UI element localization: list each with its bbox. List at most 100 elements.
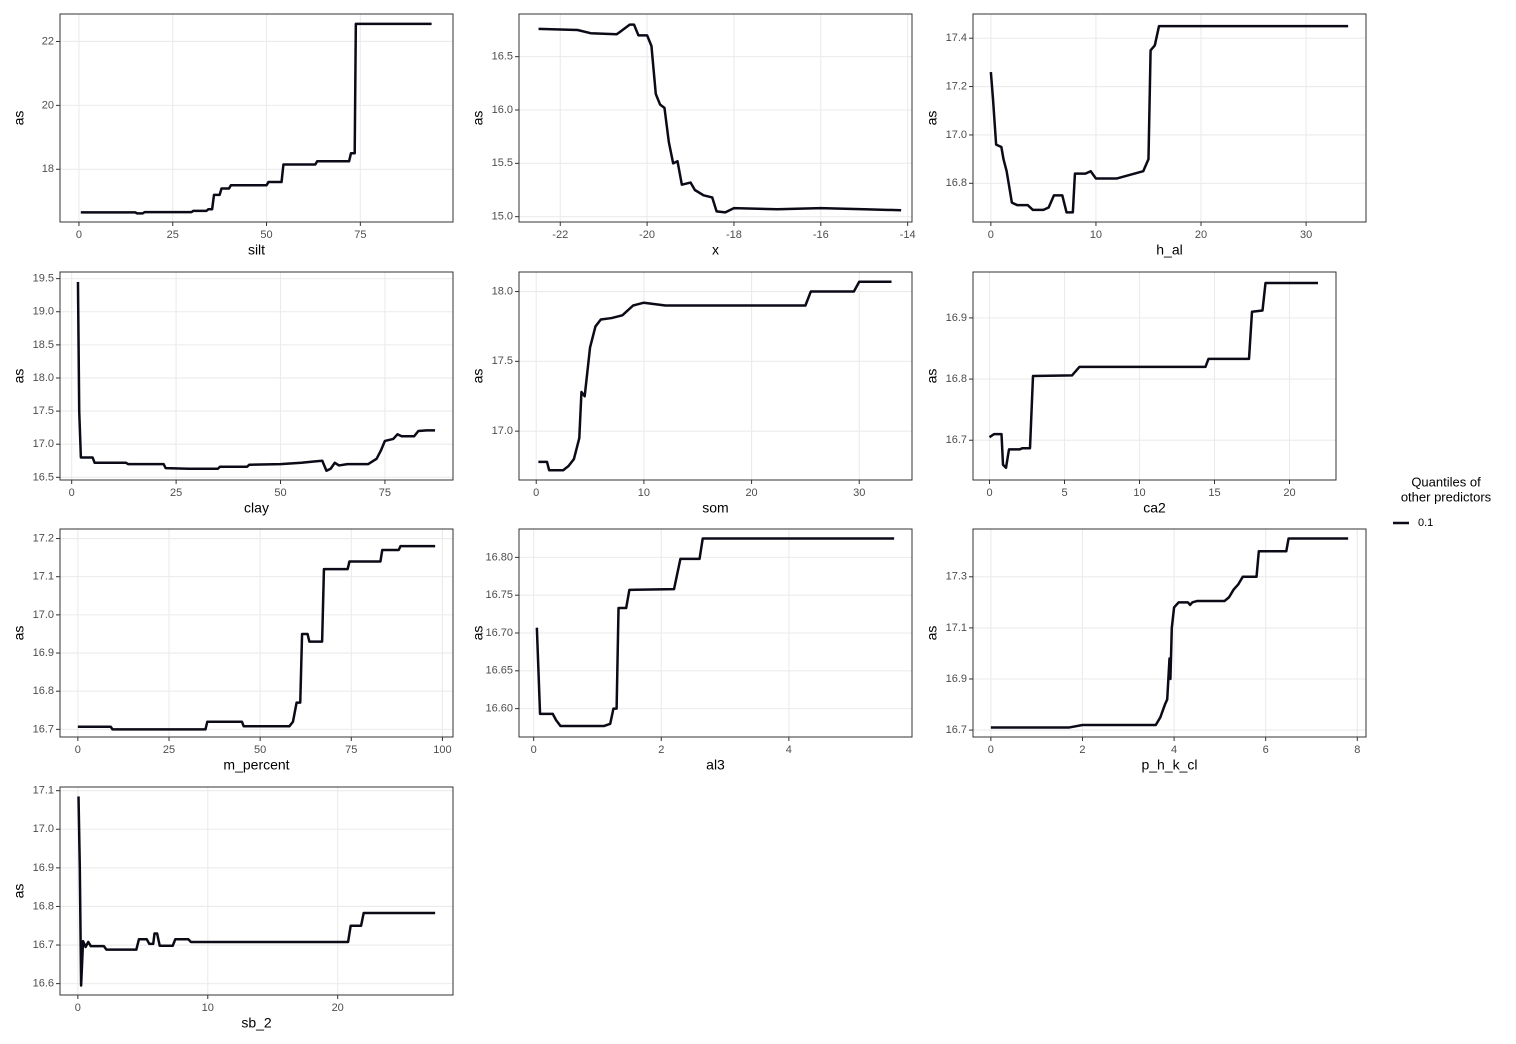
data-line — [989, 24, 1349, 214]
x-tick-label: 0 — [531, 744, 537, 756]
x-tick-label: 20 — [745, 487, 757, 499]
x-axis-title: h_al — [1156, 242, 1182, 258]
panel-border — [972, 13, 1367, 223]
x-tick-label: 0 — [75, 744, 81, 756]
legend-title: other predictors — [1401, 489, 1492, 504]
y-tick-label: 16.7 — [33, 939, 54, 951]
panel-background — [60, 787, 453, 995]
y-tick-label: 18.0 — [33, 372, 54, 384]
x-tick-label: 8 — [1354, 744, 1360, 756]
y-tick-label: 17.1 — [946, 622, 967, 634]
data-line — [535, 537, 895, 728]
y-tick-label: 16.9 — [33, 647, 54, 659]
x-tick-label: 10 — [1090, 229, 1102, 241]
y-tick-label: 16.8 — [33, 900, 54, 912]
y-axis-title: as — [11, 369, 27, 384]
y-tick-label: 16.9 — [946, 673, 967, 685]
y-tick-label: 16.6 — [33, 978, 54, 990]
y-axis-title: as — [11, 111, 27, 126]
panel-border — [518, 13, 913, 223]
x-axis-title: som — [702, 500, 728, 516]
data-line — [77, 796, 436, 987]
x-tick-label: 2 — [658, 744, 664, 756]
data-line — [538, 23, 902, 214]
x-axis-title: x — [712, 242, 719, 258]
x-tick-label: 0 — [75, 1002, 81, 1014]
y-tick-label: 16.70 — [485, 627, 513, 639]
x-tick-label: 0 — [69, 487, 75, 499]
x-tick-label: 0 — [988, 229, 994, 241]
x-axis-title: al3 — [706, 757, 725, 773]
x-axis-title: p_h_k_cl — [1141, 757, 1197, 773]
panel-border — [518, 528, 913, 738]
x-axis-title: silt — [248, 242, 265, 258]
x-tick-label: 0 — [986, 487, 992, 499]
panel-background — [973, 14, 1366, 222]
data-line — [76, 281, 436, 472]
x-axis-title: m_percent — [223, 757, 289, 773]
x-tick-label: -18 — [726, 229, 742, 241]
x-axis-title: ca2 — [1143, 500, 1166, 516]
y-tick-label: 18.0 — [492, 285, 513, 297]
y-tick-label: 16.7 — [33, 723, 54, 735]
y-tick-label: 17.2 — [946, 80, 967, 92]
y-tick-label: 16.5 — [33, 471, 54, 483]
x-tick-label: 4 — [1171, 744, 1177, 756]
y-tick-label: 17.3 — [946, 571, 967, 583]
x-tick-label: 25 — [163, 744, 175, 756]
x-tick-label: 10 — [202, 1002, 214, 1014]
x-tick-label: 10 — [638, 487, 650, 499]
y-tick-label: 16.7 — [946, 434, 967, 446]
panel-border — [518, 271, 913, 481]
x-tick-label: 20 — [332, 1002, 344, 1014]
x-tick-label: 2 — [1079, 744, 1085, 756]
x-tick-label: 20 — [1195, 229, 1207, 241]
x-tick-label: 25 — [170, 487, 182, 499]
x-tick-label: 75 — [354, 229, 366, 241]
y-axis-title: as — [924, 111, 940, 126]
x-tick-label: 6 — [1263, 744, 1269, 756]
y-axis-title: as — [470, 111, 486, 126]
x-tick-label: 30 — [853, 487, 865, 499]
panel-border — [59, 13, 454, 223]
y-tick-label: 17.0 — [946, 129, 967, 141]
y-tick-label: 17.1 — [33, 571, 54, 583]
y-tick-label: 17.0 — [33, 609, 54, 621]
x-tick-label: 4 — [786, 744, 792, 756]
y-tick-label: 17.4 — [946, 32, 967, 44]
panel-border — [972, 271, 1337, 481]
y-tick-label: 16.9 — [946, 312, 967, 324]
x-tick-label: 100 — [433, 744, 451, 756]
x-tick-label: 50 — [254, 744, 266, 756]
panel-background — [973, 529, 1366, 737]
x-tick-label: -20 — [639, 229, 655, 241]
y-tick-label: 16.8 — [946, 177, 967, 189]
y-axis-title: as — [470, 369, 486, 384]
x-tick-label: 30 — [1300, 229, 1312, 241]
y-tick-label: 19.5 — [33, 273, 54, 285]
y-axis-title: as — [924, 369, 940, 384]
x-tick-label: 5 — [1061, 487, 1067, 499]
y-tick-label: 15.5 — [492, 157, 513, 169]
y-tick-label: 15.0 — [492, 211, 513, 223]
x-tick-label: -16 — [813, 229, 829, 241]
data-line — [80, 22, 432, 215]
y-axis-title: as — [470, 626, 486, 641]
x-axis-title: sb_2 — [241, 1015, 272, 1031]
legend-label: 0.1 — [1418, 517, 1433, 529]
x-axis-title: clay — [244, 500, 269, 516]
data-line — [990, 537, 1349, 729]
panel-background — [519, 14, 912, 222]
y-axis-title: as — [11, 884, 27, 899]
y-tick-label: 16.80 — [485, 551, 513, 563]
y-axis-title: as — [924, 626, 940, 641]
x-tick-label: 0 — [533, 487, 539, 499]
panel-background — [60, 529, 453, 737]
y-tick-label: 18 — [42, 163, 54, 175]
y-tick-label: 16.65 — [485, 665, 513, 677]
panel-border — [59, 786, 454, 996]
panel-background — [60, 272, 453, 480]
y-tick-label: 17.0 — [33, 438, 54, 450]
y-axis-title: as — [11, 626, 27, 641]
